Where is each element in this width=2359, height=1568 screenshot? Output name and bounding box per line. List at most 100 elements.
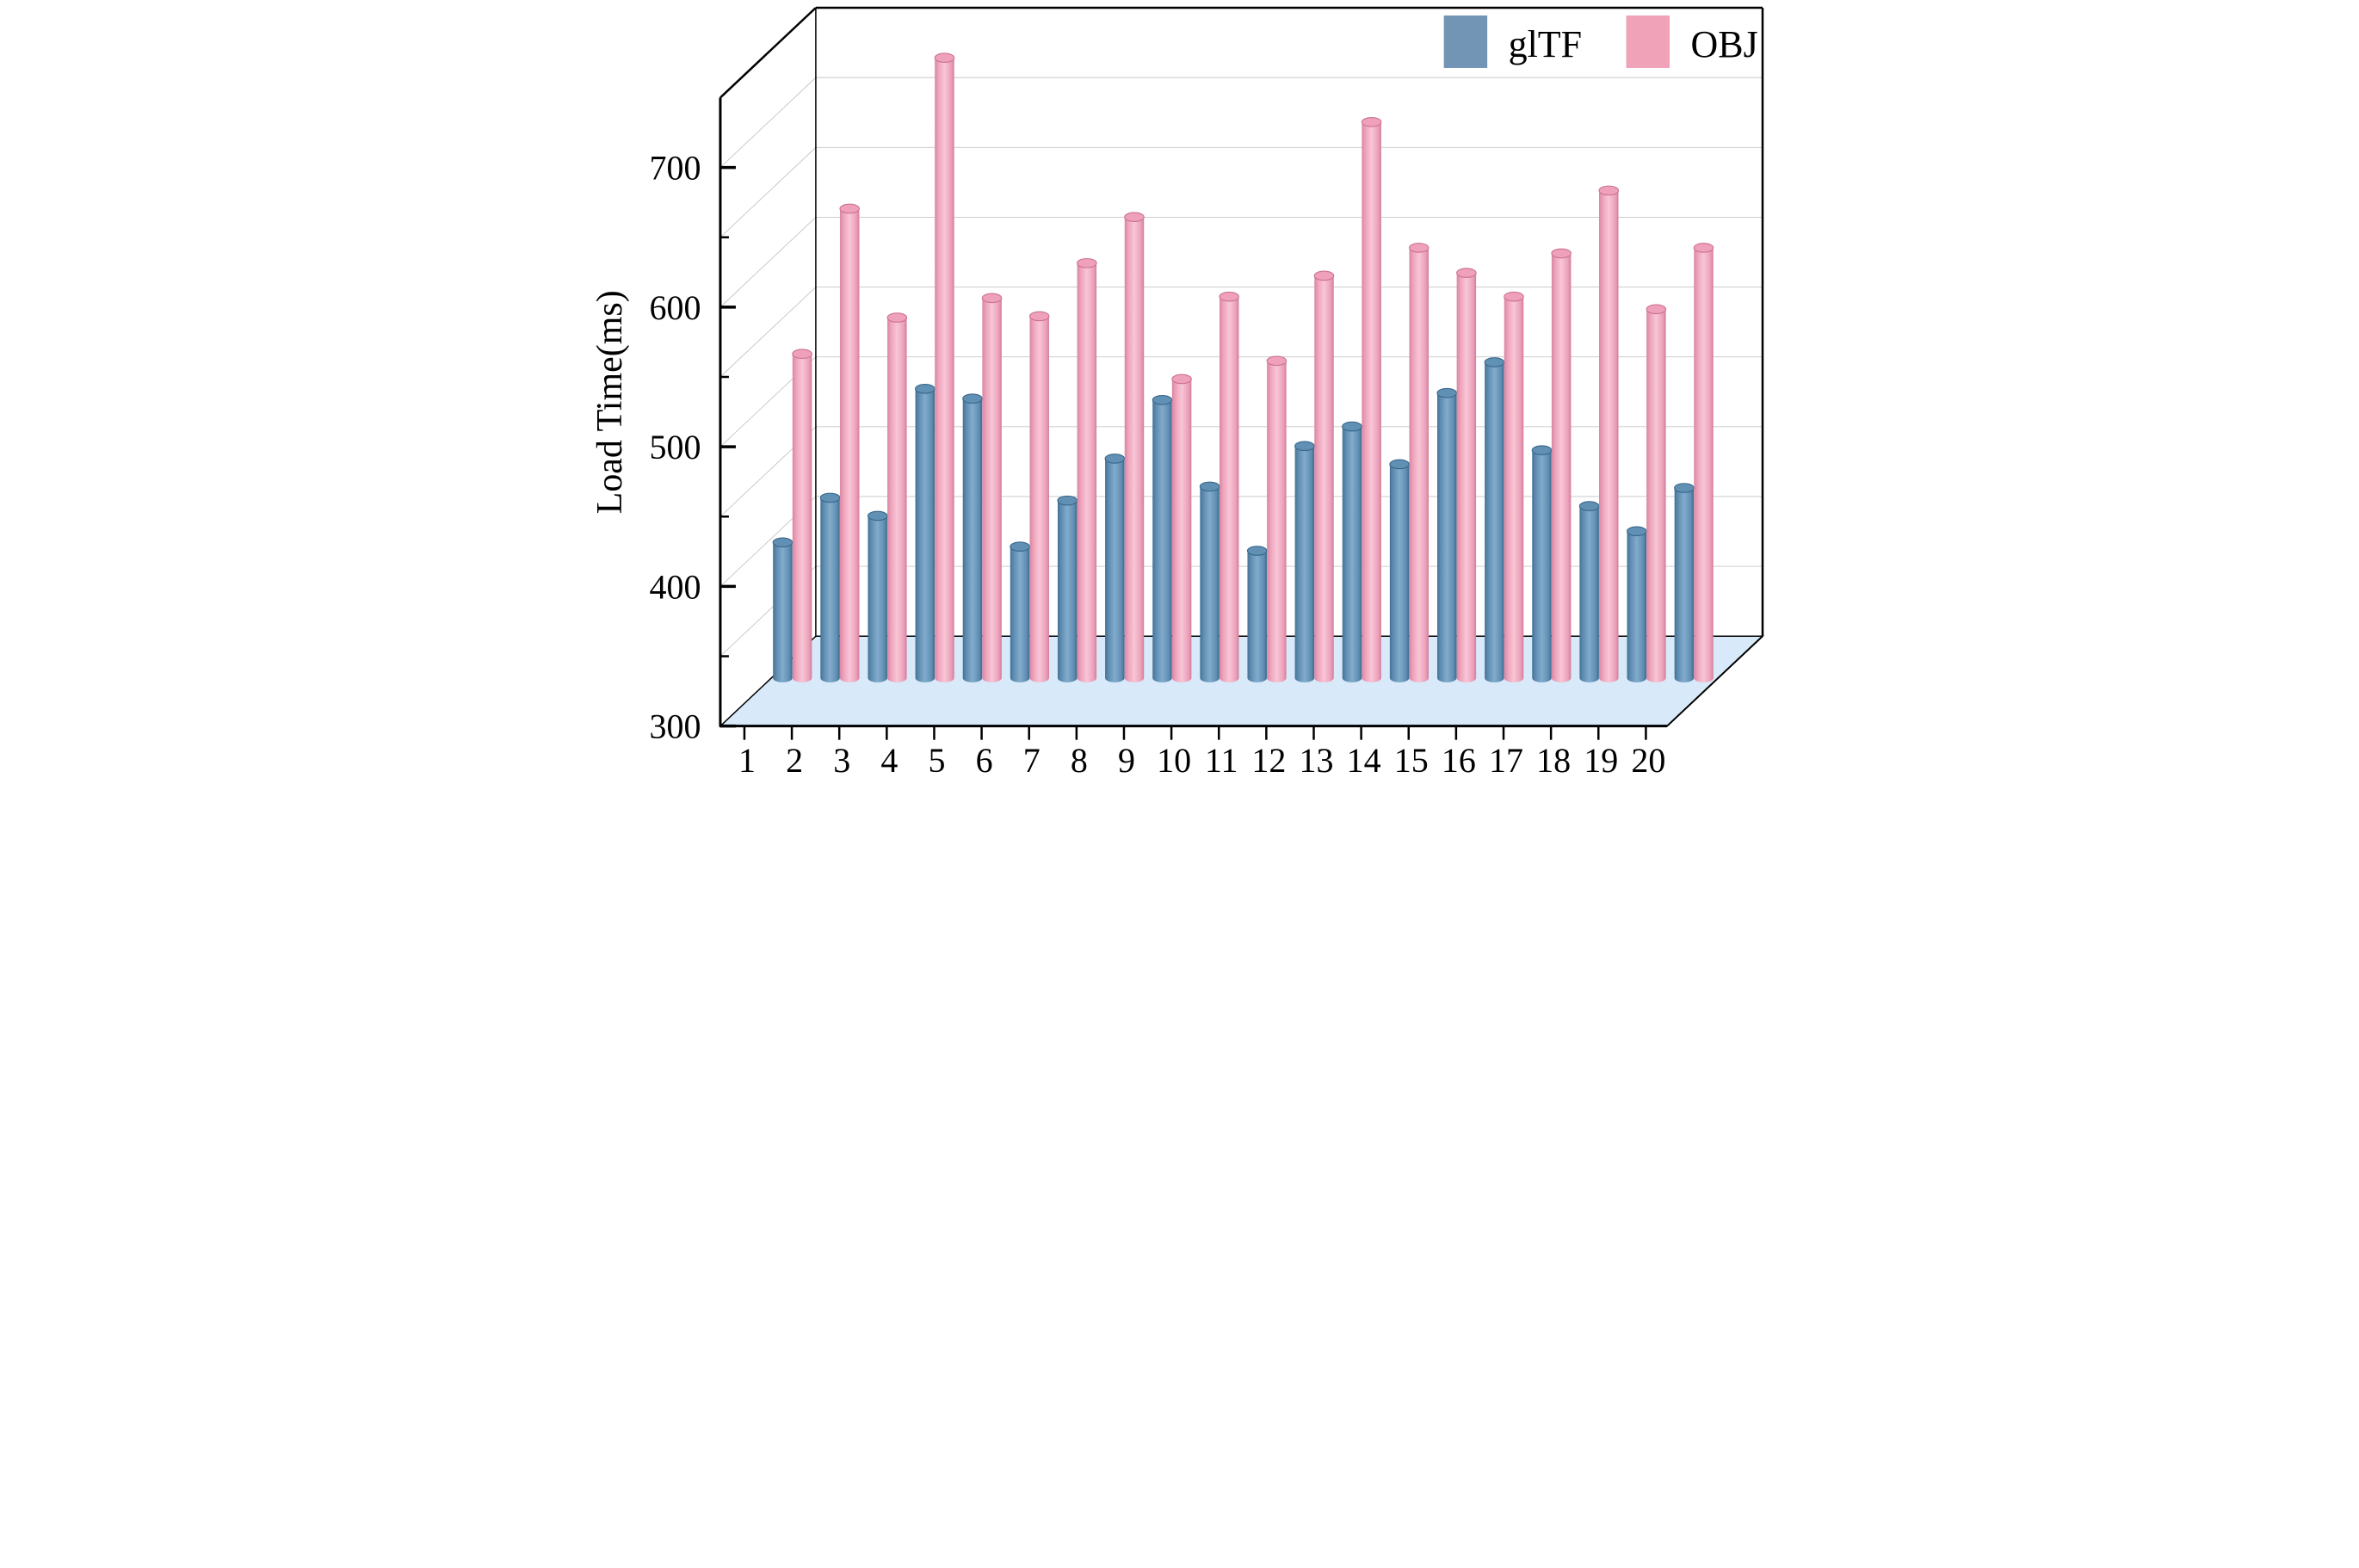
bar-gltf-19 [1626,526,1647,682]
legend-label-gltf: glTF [1508,23,1582,65]
bar-obj-17-cap [1550,248,1572,259]
bar-obj-3 [886,312,907,682]
bar-obj-12-cap [1313,270,1334,281]
bar-gltf-5-cap [961,393,983,404]
bar-obj-17 [1550,248,1572,682]
x-tick-label-13: 13 [1299,741,1333,780]
bar-obj-9-body [1171,379,1191,682]
bar-obj-18-cap [1597,185,1619,196]
legend: glTF OBJ [1443,15,1757,68]
x-tick-label-5: 5 [928,741,945,780]
y-tick-label-600: 600 [649,288,701,327]
bar-obj-18-body [1598,190,1619,682]
bar-obj-4-body [934,58,954,682]
bar-gltf-12 [1294,441,1315,682]
bar-gltf-16 [1484,357,1504,682]
x-tick-label-7: 7 [1022,741,1040,780]
diagonal-gridline [719,77,816,168]
legend-swatch-obj [1626,15,1670,68]
bar-obj-14-cap [1408,243,1430,253]
bar-obj-19 [1646,304,1666,682]
bar-gltf-1-cap [772,537,793,548]
bar-obj-15-cap [1455,268,1477,278]
bar-obj-13-body [1361,121,1381,682]
x-tick-label-6: 6 [975,741,992,780]
bar-gltf-2 [819,492,840,682]
bar-obj-1-body [792,354,812,682]
bar-gltf-20-cap [1673,483,1695,493]
bar-gltf-15-body [1436,392,1456,682]
bar-gltf-9 [1152,394,1172,682]
bar-gltf-11 [1246,546,1268,682]
x-tick-label-8: 8 [1070,741,1087,780]
bar-gltf-17 [1531,445,1552,682]
x-tick-label-20: 20 [1631,741,1665,780]
x-tick-label-12: 12 [1251,741,1286,780]
y-axis-title: Load Time(ms) [590,290,630,514]
bar-gltf-6 [1009,541,1030,682]
bar-obj-8 [1123,212,1145,682]
bar-gltf-14 [1388,459,1410,682]
diagonal-gridline [719,146,816,238]
bar-gltf-5-body [962,398,982,682]
bar-gltf-12-cap [1294,441,1315,452]
bar-gltf-8-cap [1104,454,1125,464]
bar-obj-7-body [1077,262,1096,682]
bar-gltf-18 [1578,501,1599,682]
bar-gltf-9-cap [1152,394,1172,405]
bar-obj-6-cap [1028,311,1050,322]
bar-obj-2 [838,203,860,682]
bar-gltf-14-body [1389,464,1409,682]
bar-gltf-15 [1436,387,1457,682]
bar-obj-18 [1597,185,1619,682]
x-tick-label-18: 18 [1536,741,1571,780]
bar-obj-10-cap [1218,291,1239,302]
frame-top-left-diagonal [719,7,817,99]
bar-gltf-17-body [1531,450,1552,682]
bar-obj-3-cap [886,312,907,323]
bar-obj-16-body [1504,296,1523,682]
bar-gltf-11-body [1246,551,1267,682]
bar-gltf-16-cap [1484,357,1504,367]
bar-obj-2-cap [838,203,860,214]
bar-obj-11-cap [1266,355,1287,367]
x-tick-label-2: 2 [786,741,803,780]
bar-obj-7-cap [1076,257,1097,269]
bar-obj-13 [1361,117,1381,682]
bar-obj-9 [1170,373,1192,682]
bar-obj-9-cap [1170,373,1192,385]
bar-gltf-13-body [1342,426,1362,682]
bar-gltf-2-cap [819,492,840,503]
bar-obj-15-body [1456,273,1476,682]
bar-obj-20-cap [1693,243,1714,253]
bar-obj-19-body [1646,309,1666,682]
bar-obj-3-body [886,318,907,682]
bars [772,52,1714,682]
bar-gltf-10-cap [1199,481,1220,492]
chart-frame [719,6,1763,727]
x-tick-label-19: 19 [1584,741,1618,780]
bar-gltf-10 [1199,481,1220,682]
bar-obj-11 [1266,355,1287,682]
bar-gltf-19-cap [1626,526,1647,537]
bar-obj-10 [1218,291,1239,682]
bar-gltf-8-body [1104,458,1125,682]
bar-obj-14 [1408,243,1430,682]
bar-gltf-2-body [819,497,840,682]
bar-gltf-15-cap [1436,387,1457,398]
x-tick-label-17: 17 [1489,741,1523,780]
bar-gltf-20 [1673,483,1695,682]
bar-gltf-11-cap [1246,546,1268,556]
y-tick-label-700: 700 [649,149,701,188]
bar-gltf-4-cap [914,383,936,394]
bar-gltf-8 [1104,454,1125,682]
bar-obj-19-cap [1646,304,1666,315]
bar-gltf-5 [961,393,983,682]
bar-gltf-1-body [772,542,793,682]
diagonal-gridline [719,217,816,308]
bar-gltf-7 [1056,495,1078,682]
bar-gltf-19-body [1627,531,1646,682]
bar-gltf-17-cap [1531,445,1552,455]
bar-obj-13-cap [1361,117,1381,127]
